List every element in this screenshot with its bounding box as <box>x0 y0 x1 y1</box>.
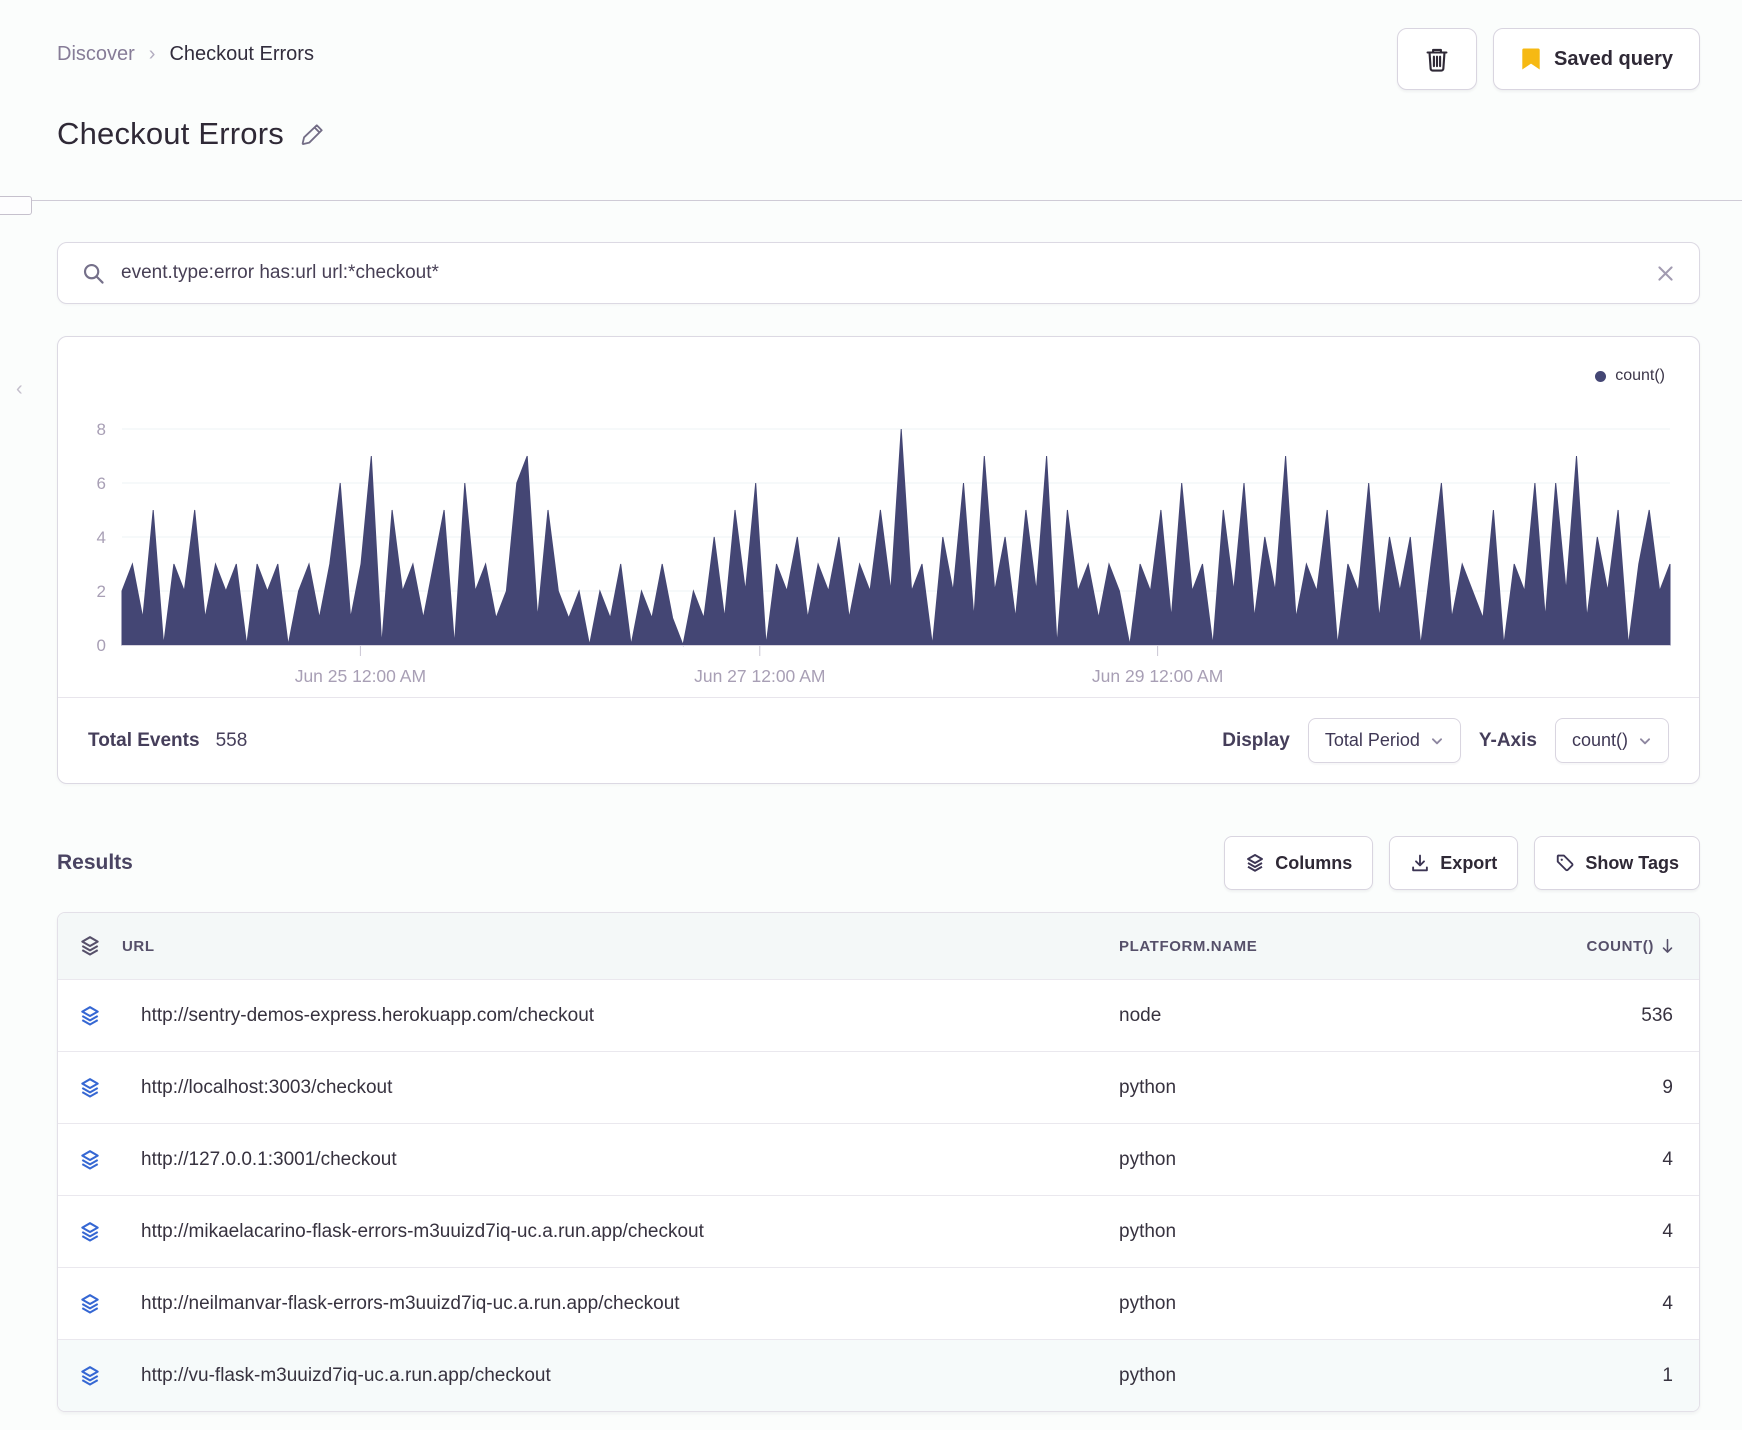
platform-cell: python <box>1119 1364 1177 1386</box>
breadcrumb-discover-link[interactable]: Discover <box>57 42 135 65</box>
url-cell[interactable]: http://sentry-demos-express.herokuapp.co… <box>141 1004 595 1026</box>
platform-cell: python <box>1119 1220 1177 1242</box>
svg-text:8: 8 <box>97 420 106 439</box>
svg-text:6: 6 <box>97 474 106 493</box>
display-value: Total Period <box>1324 730 1420 750</box>
search-icon <box>82 262 105 285</box>
column-header-platform[interactable]: PLATFORM.NAME <box>1119 937 1258 955</box>
sort-desc-arrow-icon <box>1660 938 1675 954</box>
download-icon <box>1410 853 1430 873</box>
display-dropdown[interactable]: Total Period <box>1307 718 1461 763</box>
url-cell[interactable]: http://localhost:3003/checkout <box>141 1076 393 1098</box>
table-row[interactable]: http://127.0.0.1:3001/checkout python 4 <box>58 1123 1699 1195</box>
svg-text:Jun 27 12:00 AM: Jun 27 12:00 AM <box>694 666 825 686</box>
legend-label: count() <box>1615 367 1665 384</box>
table-row[interactable]: http://mikaelacarino-flask-errors-m3uuiz… <box>58 1195 1699 1267</box>
legend-dot-icon <box>1595 370 1607 382</box>
chevron-down-icon <box>1638 734 1652 748</box>
error-count-chart: 0 2 4 6 8 Jun 25 12:00 AM Jun 27 12:00 AM Jun 2… <box>97 420 1671 686</box>
url-cell[interactable]: http://mikaelacarino-flask-errors-m3uuiz… <box>141 1220 704 1242</box>
columns-label: Columns <box>1275 852 1353 873</box>
svg-text:Jun 29 12:00 AM: Jun 29 12:00 AM <box>1092 666 1223 686</box>
table-row[interactable]: http://localhost:3003/checkout python 9 <box>58 1051 1699 1123</box>
yaxis-value: count() <box>1571 730 1628 750</box>
delete-query-button[interactable] <box>1397 28 1478 90</box>
table-row[interactable]: http://sentry-demos-express.herokuapp.co… <box>58 979 1699 1051</box>
export-label: Export <box>1440 852 1498 873</box>
count-cell: 4 <box>1662 1292 1673 1314</box>
count-cell: 1 <box>1662 1364 1673 1386</box>
chevron-down-icon <box>1430 734 1444 748</box>
search-bar[interactable]: event.type:error has:url url:*checkout* <box>57 242 1700 304</box>
events-chart-panel: count() 0 2 4 6 8 Jun 25 12:00 AM Jun 27 12:00… <box>57 336 1700 784</box>
stack-row-icon[interactable] <box>58 1293 122 1315</box>
stack-row-icon[interactable] <box>58 1221 122 1243</box>
platform-cell: python <box>1119 1292 1177 1314</box>
edit-pencil-icon[interactable] <box>300 121 326 147</box>
trash-icon <box>1424 46 1450 72</box>
svg-text:2: 2 <box>97 582 106 601</box>
svg-text:0: 0 <box>97 636 106 655</box>
layers-icon <box>1245 853 1265 873</box>
saved-query-label: Saved query <box>1554 47 1673 70</box>
header-divider <box>0 200 1742 201</box>
stack-row-icon[interactable] <box>58 1365 122 1387</box>
display-label: Display <box>1222 729 1290 751</box>
url-cell[interactable]: http://127.0.0.1:3001/checkout <box>141 1148 397 1170</box>
breadcrumb-current: Checkout Errors <box>169 42 314 65</box>
url-cell[interactable]: http://neilmanvar-flask-errors-m3uuizd7i… <box>141 1292 680 1314</box>
breadcrumb: Discover › Checkout Errors <box>57 28 314 66</box>
column-header-url[interactable]: URL <box>122 937 155 955</box>
yaxis-label: Y-Axis <box>1478 729 1537 751</box>
table-row[interactable]: http://vu-flask-m3uuizd7iq-uc.a.run.app/… <box>58 1339 1699 1411</box>
sidebar-collapse-tab[interactable] <box>0 196 32 215</box>
stack-row-icon[interactable] <box>58 1077 122 1099</box>
bookmark-icon <box>1520 47 1542 71</box>
stack-row-icon[interactable] <box>58 1005 122 1027</box>
saved-query-button[interactable]: Saved query <box>1493 28 1700 90</box>
search-input[interactable]: event.type:error has:url url:*checkout* <box>121 262 439 283</box>
page-title: Checkout Errors <box>57 116 284 151</box>
results-table: URL PLATFORM.NAME COUNT() <box>57 912 1700 1412</box>
tag-icon <box>1555 853 1575 873</box>
yaxis-dropdown[interactable]: count() <box>1554 718 1669 763</box>
count-cell: 4 <box>1662 1220 1673 1242</box>
column-header-count[interactable]: COUNT() <box>1494 938 1699 955</box>
count-cell: 4 <box>1662 1148 1673 1170</box>
count-cell: 536 <box>1641 1004 1673 1026</box>
svg-text:Jun 25 12:00 AM: Jun 25 12:00 AM <box>295 666 426 686</box>
svg-text:4: 4 <box>97 528 106 547</box>
platform-cell: python <box>1119 1148 1177 1170</box>
results-heading: Results <box>57 851 133 874</box>
legend-count[interactable]: count() <box>1595 367 1665 385</box>
show-tags-label: Show Tags <box>1585 852 1679 873</box>
close-icon[interactable] <box>1656 264 1675 283</box>
chevron-right-icon: › <box>148 43 156 65</box>
export-button[interactable]: Export <box>1389 836 1519 890</box>
platform-cell: python <box>1119 1076 1177 1098</box>
url-cell[interactable]: http://vu-flask-m3uuizd7iq-uc.a.run.app/… <box>141 1364 551 1386</box>
panel-collapse-icon[interactable]: ‹ <box>16 378 23 400</box>
columns-button[interactable]: Columns <box>1224 836 1374 890</box>
show-tags-button[interactable]: Show Tags <box>1534 836 1700 890</box>
stack-row-icon[interactable] <box>58 1149 122 1171</box>
platform-cell: node <box>1119 1004 1162 1026</box>
count-header-label: COUNT() <box>1586 937 1654 955</box>
table-row[interactable]: http://neilmanvar-flask-errors-m3uuizd7i… <box>58 1267 1699 1339</box>
table-header-row: URL PLATFORM.NAME COUNT() <box>58 913 1699 979</box>
stack-column-icon[interactable] <box>58 935 122 957</box>
total-events-value: 558 <box>215 729 248 751</box>
total-events-label: Total Events <box>88 729 200 751</box>
count-cell: 9 <box>1662 1076 1673 1098</box>
